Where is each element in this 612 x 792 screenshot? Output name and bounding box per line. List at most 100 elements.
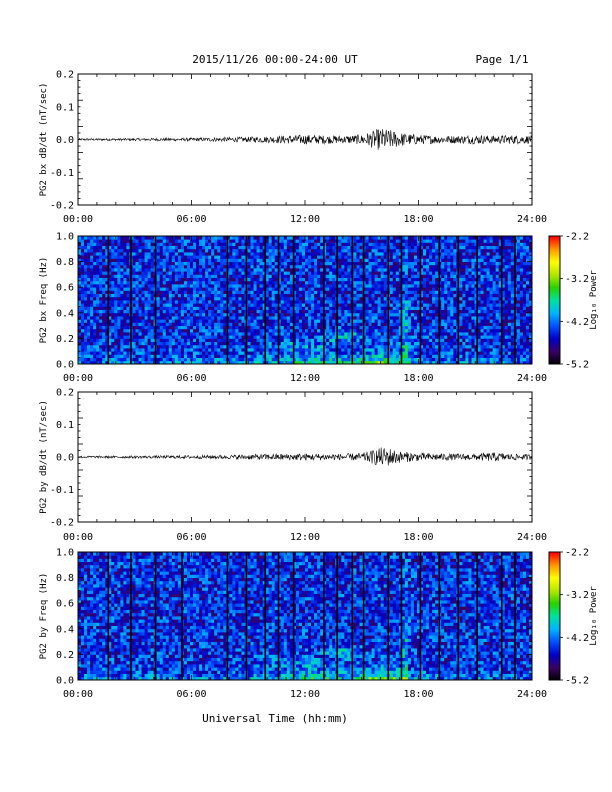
spectrogram-cell xyxy=(144,335,149,339)
spectrogram-cell xyxy=(183,236,188,240)
spectrogram-cell xyxy=(205,287,209,291)
spectrogram-cell xyxy=(416,322,421,326)
spectrogram-cell xyxy=(420,287,424,291)
spectrogram-cell xyxy=(235,268,239,272)
spectrogram-cell xyxy=(205,245,209,250)
spectrogram-cell xyxy=(132,274,136,278)
spectrogram-cell xyxy=(392,357,397,362)
spectrogram-cell xyxy=(135,303,139,307)
spectrogram-cell xyxy=(105,290,109,294)
spectrogram-cell xyxy=(211,242,215,246)
spectrogram-cell xyxy=(135,325,139,330)
spectrogram-cell xyxy=(114,322,118,326)
spectrogram-cell xyxy=(114,296,118,301)
spectrogram-cell xyxy=(117,354,121,358)
spectrogram-cell xyxy=(208,252,212,256)
spectrogram-cell xyxy=(126,236,130,240)
spectrogram-cell xyxy=(359,335,363,339)
spectrogram-cell xyxy=(423,261,427,266)
spectrogram-cell xyxy=(93,303,97,307)
spectrogram-cell xyxy=(398,258,403,262)
spectrogram-cell xyxy=(180,332,185,336)
spectrogram-cell xyxy=(138,268,142,272)
spectrogram-cell xyxy=(186,274,191,278)
spectrogram-cell xyxy=(156,239,161,243)
spectrogram-cell xyxy=(165,332,170,336)
spectrogram-cell xyxy=(392,296,397,301)
spectrogram-cell xyxy=(286,271,291,275)
spectrogram-cell xyxy=(105,316,109,320)
spectrogram-cell xyxy=(159,306,164,310)
spectrogram-cell xyxy=(87,341,91,346)
spectrogram-cell xyxy=(196,351,200,355)
spectrogram-cell xyxy=(374,312,379,317)
spectrogram-cell xyxy=(429,242,433,246)
spectrogram-cell xyxy=(356,351,360,355)
spectrogram-cell xyxy=(217,328,221,333)
spectrogram-cell xyxy=(144,360,149,365)
spectrogram-cell xyxy=(320,290,324,294)
spectrogram-cell xyxy=(123,322,127,326)
spectrogram-cell xyxy=(271,255,276,259)
spectrogram-cell xyxy=(147,303,152,307)
spectrogram-cell xyxy=(186,306,191,310)
spectrogram-cell xyxy=(174,248,179,253)
spectrogram-cell xyxy=(311,277,315,282)
spectrogram-cell xyxy=(174,280,179,285)
spectrogram-cell xyxy=(135,351,139,355)
spectrogram-cell xyxy=(365,300,369,304)
spectrogram-cell xyxy=(238,316,242,320)
spectrogram-cell xyxy=(241,255,245,259)
spectrogram-cell xyxy=(159,287,164,291)
spectrogram-cell xyxy=(96,293,100,298)
spectrogram-cell xyxy=(126,271,130,275)
spectrogram-cell xyxy=(413,328,418,333)
spectrogram-cell xyxy=(211,312,215,317)
spectrogram-cell xyxy=(389,274,394,278)
spectrogram-cell xyxy=(84,245,88,250)
spectrogram-cell xyxy=(223,245,227,250)
spectrogram-cell xyxy=(274,271,279,275)
spectrogram-cell xyxy=(250,341,254,346)
spectrogram-cell xyxy=(238,242,242,246)
spectrogram-cell xyxy=(241,280,245,285)
spectrogram-cell xyxy=(205,344,209,349)
spectrogram-cell xyxy=(423,351,427,355)
spectrogram-cell xyxy=(205,338,209,342)
spectrogram-cell xyxy=(392,245,397,250)
spectrogram-cell xyxy=(380,351,385,355)
spectrogram-cell xyxy=(99,258,103,262)
spectrogram-cell xyxy=(250,236,254,240)
spectrogram-cell xyxy=(374,280,379,285)
spectrogram-cell xyxy=(174,351,179,355)
spectrogram-cell xyxy=(447,357,451,362)
spectrogram-cell xyxy=(395,242,400,246)
spectrogram-cell xyxy=(199,290,203,294)
spectrogram-cell xyxy=(265,245,270,250)
spectrogram-cell xyxy=(144,312,149,317)
spectrogram-cell xyxy=(295,303,300,307)
spectrogram-cell xyxy=(253,268,257,272)
spectrogram-cell xyxy=(193,354,197,358)
spectrogram-cell xyxy=(84,239,88,243)
spectrogram-cell xyxy=(150,341,155,346)
spectrogram-cell xyxy=(120,335,124,339)
spectrogram-cell xyxy=(311,306,315,310)
spectrogram-cell xyxy=(81,261,85,266)
spectrogram-cell xyxy=(220,236,224,240)
spectrogram-cell xyxy=(277,351,282,355)
spectrogram-cell xyxy=(317,277,321,282)
spectrogram-cell xyxy=(435,245,439,250)
spectrogram-cell xyxy=(323,332,327,336)
spectrogram-cell xyxy=(177,312,182,317)
spectrogram-cell xyxy=(250,277,254,282)
spectrogram-cell xyxy=(132,300,136,304)
spectrogram-cell xyxy=(205,322,209,326)
spectrogram-cell xyxy=(138,277,142,282)
spectrogram-cell xyxy=(404,268,409,272)
spectrogram-cell xyxy=(250,344,254,349)
spectrogram-cell xyxy=(368,319,372,323)
spectrogram-cell xyxy=(401,236,406,240)
spectrogram-cell xyxy=(365,332,369,336)
spectrogram-cell xyxy=(202,290,206,294)
